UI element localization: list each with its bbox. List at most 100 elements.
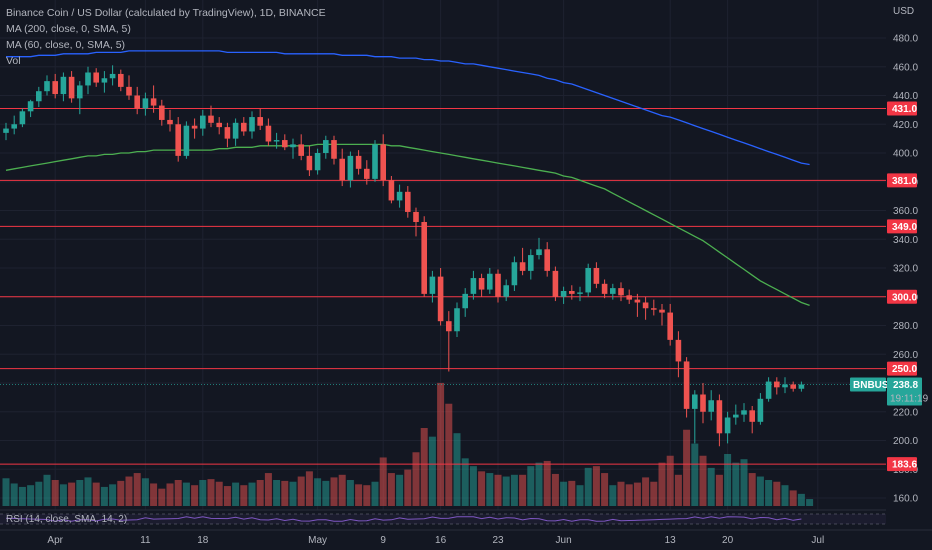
candle[interactable]	[200, 109, 206, 136]
candle[interactable]	[618, 282, 624, 302]
candle[interactable]	[126, 75, 132, 100]
candle[interactable]	[191, 118, 198, 139]
candle[interactable]	[421, 216, 427, 297]
candle[interactable]	[150, 85, 157, 113]
candle[interactable]	[331, 135, 337, 165]
candle[interactable]	[60, 72, 67, 102]
candle[interactable]	[749, 406, 755, 434]
candle[interactable]	[159, 99, 165, 126]
candle[interactable]	[601, 279, 608, 299]
candle[interactable]	[167, 109, 173, 132]
candle[interactable]	[454, 302, 460, 338]
candle[interactable]	[175, 117, 181, 162]
candle[interactable]	[396, 184, 403, 208]
candle[interactable]	[101, 71, 108, 93]
candle[interactable]	[724, 411, 731, 444]
candle[interactable]	[290, 138, 296, 159]
candle[interactable]	[569, 285, 575, 300]
candle[interactable]	[265, 118, 272, 146]
candle[interactable]	[634, 293, 641, 317]
candle[interactable]	[323, 135, 329, 159]
candle[interactable]	[93, 68, 99, 87]
candle[interactable]	[257, 108, 263, 130]
candle[interactable]	[282, 134, 288, 151]
candle[interactable]	[716, 394, 723, 447]
candle[interactable]	[183, 121, 190, 159]
candle[interactable]	[585, 263, 591, 297]
candle[interactable]	[798, 381, 805, 392]
candle[interactable]	[68, 71, 75, 103]
candle[interactable]	[478, 273, 485, 297]
candle[interactable]	[273, 132, 280, 149]
candle[interactable]	[372, 140, 378, 182]
candle[interactable]	[27, 99, 34, 118]
candle[interactable]	[232, 118, 239, 146]
candle[interactable]	[52, 73, 58, 99]
candle[interactable]	[355, 150, 362, 175]
candle[interactable]	[306, 145, 313, 176]
candle[interactable]	[118, 69, 124, 92]
candle[interactable]	[429, 270, 436, 303]
candle[interactable]	[642, 296, 649, 320]
candle[interactable]	[446, 311, 452, 372]
candle[interactable]	[544, 242, 550, 277]
candle[interactable]	[757, 393, 764, 425]
candle[interactable]	[11, 115, 17, 135]
candle[interactable]	[462, 288, 468, 317]
candle[interactable]	[413, 207, 419, 237]
candle[interactable]	[577, 286, 583, 302]
candle[interactable]	[790, 381, 796, 392]
candle[interactable]	[134, 86, 140, 115]
candle[interactable]	[536, 237, 542, 260]
candle[interactable]	[782, 377, 788, 394]
candle[interactable]	[298, 134, 304, 161]
candle[interactable]	[774, 377, 780, 395]
candle[interactable]	[249, 111, 255, 139]
candle[interactable]	[741, 403, 747, 422]
candle[interactable]	[765, 377, 772, 402]
candle[interactable]	[610, 283, 616, 300]
candle[interactable]	[675, 331, 682, 378]
candle[interactable]	[380, 134, 386, 187]
candle[interactable]	[708, 390, 714, 421]
candle[interactable]	[241, 117, 247, 136]
candle[interactable]	[528, 249, 534, 280]
candle[interactable]	[364, 160, 370, 185]
candle[interactable]	[692, 390, 698, 444]
candle[interactable]	[3, 122, 9, 141]
candle[interactable]	[208, 105, 214, 128]
candle[interactable]	[651, 299, 657, 316]
candle[interactable]	[19, 108, 26, 128]
candle[interactable]	[339, 148, 345, 187]
candle[interactable]	[552, 266, 559, 302]
candle[interactable]	[224, 122, 231, 148]
candle[interactable]	[700, 383, 706, 424]
candle[interactable]	[667, 303, 673, 346]
candle[interactable]	[437, 268, 444, 326]
candle[interactable]	[36, 86, 42, 107]
candle[interactable]	[142, 92, 149, 116]
candle[interactable]	[659, 303, 665, 326]
candle[interactable]	[495, 269, 501, 303]
candle[interactable]	[470, 270, 477, 300]
candle[interactable]	[109, 65, 116, 86]
candle[interactable]	[519, 247, 526, 276]
candle[interactable]	[388, 176, 395, 204]
candle[interactable]	[626, 289, 632, 304]
candle[interactable]	[503, 279, 509, 302]
candle[interactable]	[560, 286, 567, 304]
candle[interactable]	[85, 66, 91, 95]
candle[interactable]	[593, 262, 600, 289]
candle[interactable]	[487, 268, 493, 294]
candle[interactable]	[405, 186, 411, 218]
candle[interactable]	[733, 404, 739, 425]
candle[interactable]	[216, 117, 222, 135]
candle[interactable]	[44, 75, 50, 96]
candle[interactable]	[347, 151, 354, 188]
candle[interactable]	[314, 148, 321, 175]
candle[interactable]	[77, 81, 83, 115]
candle[interactable]	[511, 256, 518, 292]
candle[interactable]	[683, 357, 690, 418]
